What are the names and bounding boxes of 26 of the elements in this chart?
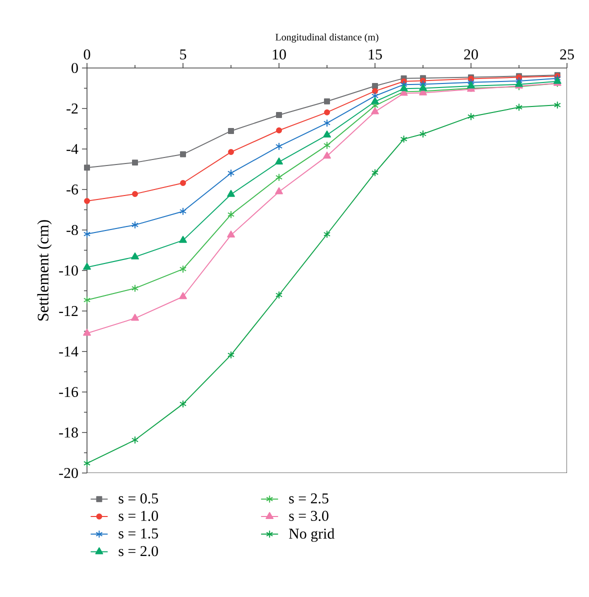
y-tick-label: -8 <box>66 224 78 236</box>
y-tick-label: 0 <box>72 62 78 74</box>
legend-label: s = 2.5 <box>289 493 328 504</box>
x-tick-label: 20 <box>464 49 478 60</box>
legend-label: s = 2.0 <box>118 546 158 556</box>
x-tick-label: 0 <box>84 49 90 60</box>
legend-label: s = 1.5 <box>118 528 158 539</box>
x-tick-label: 10 <box>272 49 286 60</box>
y-axis-title: Settlement (cm) <box>37 220 52 321</box>
y-tick-label: -12 <box>59 306 78 316</box>
y-tick-label: -18 <box>59 427 78 438</box>
x-tick-label: 15 <box>368 49 382 60</box>
y-tick-label: -2 <box>66 104 78 114</box>
legend-label: s = 0.5 <box>118 493 158 504</box>
legend-label: s = 1.0 <box>118 510 158 521</box>
y-tick-label: -20 <box>59 468 78 478</box>
y-tick-label: -16 <box>59 386 78 398</box>
legend-label: s = 3.0 <box>289 510 328 521</box>
x-axis-title: Longitudinal distance (m) <box>276 33 378 43</box>
y-tick-label: -10 <box>59 265 78 276</box>
y-tick-label: -6 <box>66 184 78 195</box>
x-tick-label: 25 <box>560 49 574 60</box>
x-tick-label: 5 <box>180 50 186 60</box>
legend-label: No grid <box>289 528 334 542</box>
y-tick-label: -14 <box>59 346 78 356</box>
y-tick-label: -4 <box>66 144 78 154</box>
